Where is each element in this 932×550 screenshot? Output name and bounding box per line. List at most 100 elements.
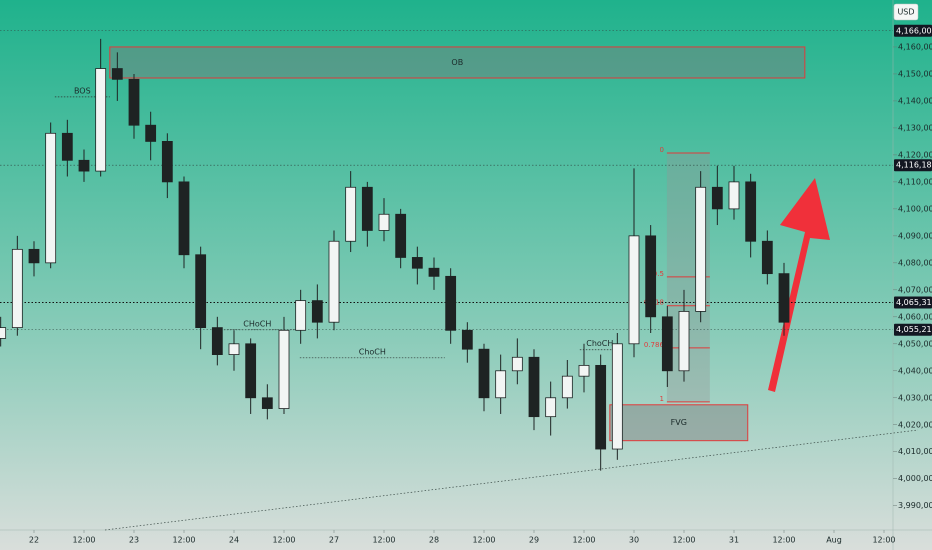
price-tag-label: 4,166,005	[896, 26, 932, 35]
candle-body	[695, 186, 707, 312]
candle-body	[261, 397, 273, 409]
y-tick-label: 4,060,000	[898, 312, 932, 321]
x-tick-label: 27	[329, 536, 339, 545]
candle-body	[761, 240, 773, 275]
y-tick-label: 3,990,000	[898, 501, 932, 510]
y-tick-label: 4,080,000	[898, 258, 932, 267]
x-tick-label: Aug	[826, 536, 842, 545]
x-tick-label: 12:00	[372, 536, 395, 545]
zone-label: FVG	[671, 418, 687, 427]
x-tick-label: 12:00	[472, 536, 495, 545]
y-tick-label: 4,140,000	[898, 96, 932, 105]
zone	[109, 46, 806, 79]
candle-body	[195, 254, 207, 329]
candle-body	[728, 181, 740, 210]
x-tick-label: 12:00	[272, 536, 295, 545]
candle-body	[545, 397, 557, 418]
y-tick-label: 4,110,000	[898, 177, 932, 186]
structure-label: CHoCH	[243, 319, 271, 328]
candle-body	[145, 124, 157, 142]
candle-body	[678, 311, 690, 372]
candle-body	[311, 300, 323, 323]
x-tick-label: 12:00	[772, 536, 795, 545]
candle-body	[345, 186, 357, 242]
fib-label: 0.786	[644, 341, 665, 349]
candle-body	[561, 375, 573, 399]
structure-label: ChoCH	[586, 339, 613, 348]
candle-body	[461, 329, 473, 350]
candle-body	[161, 141, 173, 183]
structure-label: ChoCH	[359, 347, 386, 356]
y-tick-label: 4,100,000	[898, 204, 932, 213]
price-tag-label: 4,116,185	[896, 161, 932, 170]
candle-body	[411, 257, 423, 269]
candle-body	[328, 240, 340, 323]
fib-label: 0	[659, 146, 663, 154]
x-tick-label: 12:00	[672, 536, 695, 545]
x-tick-label: 29	[529, 536, 539, 545]
candle-body	[645, 235, 657, 318]
candle-body	[61, 132, 73, 161]
x-tick-label: 22	[29, 536, 39, 545]
x-tick-label: 31	[729, 536, 739, 545]
candle-body	[528, 356, 540, 418]
candle-body	[245, 343, 257, 399]
zone	[609, 404, 749, 442]
x-tick-label: 30	[629, 536, 639, 545]
price-tag	[894, 159, 932, 172]
candle-body	[78, 159, 90, 172]
candle-body	[211, 327, 223, 355]
candle-body	[228, 343, 240, 355]
x-tick-label: 12:00	[872, 536, 895, 545]
fib-label: 1	[659, 395, 663, 403]
trend-line	[104, 429, 919, 531]
x-tick-label: 12:00	[72, 536, 95, 545]
candle-body	[28, 248, 40, 264]
y-tick-label: 4,130,000	[898, 123, 932, 132]
y-tick-label: 4,120,000	[898, 150, 932, 159]
y-tick-label: 4,040,000	[898, 366, 932, 375]
price-tag-label: 4,055,210	[896, 325, 932, 334]
candle-body	[295, 300, 307, 331]
y-tick-label: 4,030,000	[898, 393, 932, 402]
candle-body	[128, 78, 140, 126]
x-tick-label: 12:00	[172, 536, 195, 545]
x-tick-label: 23	[129, 536, 139, 545]
candle-body	[495, 370, 507, 399]
y-tick-label: 4,150,000	[898, 69, 932, 78]
candle-body	[378, 213, 390, 231]
candle-body	[611, 343, 623, 450]
y-tick-label: 4,050,000	[898, 339, 932, 348]
candle-body	[95, 68, 107, 172]
price-tag	[894, 24, 932, 37]
candle-body	[278, 329, 290, 409]
candle-body	[45, 132, 57, 264]
structure-label: BOS	[74, 86, 91, 95]
candle-body	[595, 364, 607, 450]
price-tag	[894, 296, 932, 309]
candle-body	[445, 275, 457, 331]
y-tick-label: 4,010,000	[898, 447, 932, 456]
candle-body	[511, 356, 523, 372]
candle-body	[0, 327, 7, 339]
price-tag-label: 4,065,315	[896, 298, 932, 307]
x-tick-label: 28	[429, 536, 439, 545]
candle-body	[395, 213, 407, 258]
candle-body	[711, 186, 723, 210]
currency: USD	[897, 8, 914, 17]
candle-body	[628, 235, 640, 345]
y-tick-label: 4,090,000	[898, 231, 932, 240]
candle-body	[361, 186, 373, 231]
x-tick-label: 12:00	[572, 536, 595, 545]
zone-label: OB	[451, 58, 463, 67]
candle-body	[11, 248, 23, 329]
candle-body	[478, 348, 490, 399]
fib-label: 0.5	[653, 270, 664, 278]
candle-body	[578, 364, 590, 377]
y-tick-label: 4,020,000	[898, 420, 932, 429]
candle-body	[178, 181, 190, 256]
arrow	[768, 178, 830, 392]
y-tick-label: 4,160,000	[898, 42, 932, 51]
